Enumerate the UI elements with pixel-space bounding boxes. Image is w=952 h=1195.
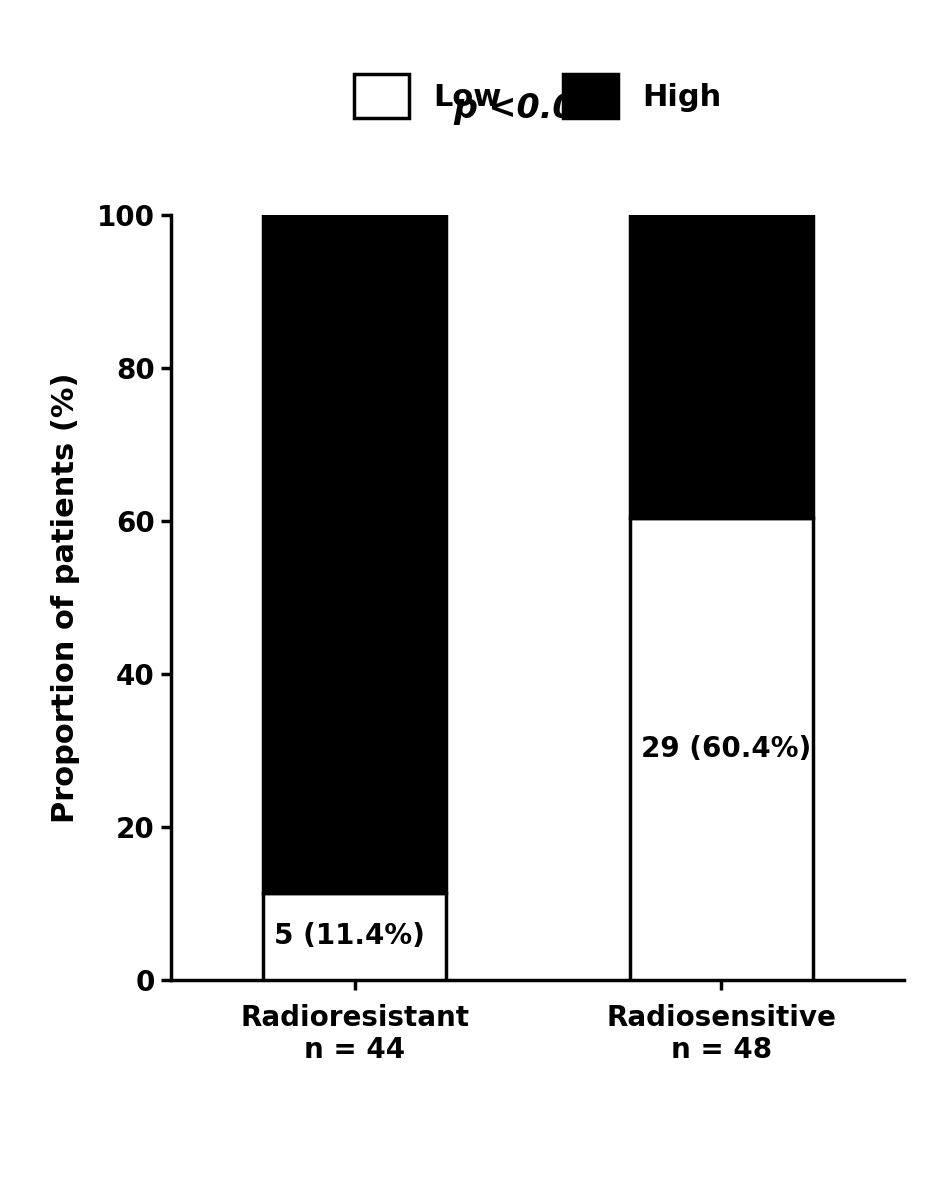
Text: p <0.001: p <0.001 bbox=[453, 92, 623, 125]
Bar bbox=[629, 215, 813, 517]
Bar bbox=[629, 517, 813, 980]
Bar bbox=[263, 215, 446, 893]
Legend: Low, High: Low, High bbox=[342, 62, 734, 130]
Y-axis label: Proportion of patients (%): Proportion of patients (%) bbox=[51, 373, 80, 822]
Text: 5 (11.4%): 5 (11.4%) bbox=[274, 923, 425, 950]
Bar bbox=[263, 893, 446, 980]
Text: 29 (60.4%): 29 (60.4%) bbox=[641, 735, 811, 762]
